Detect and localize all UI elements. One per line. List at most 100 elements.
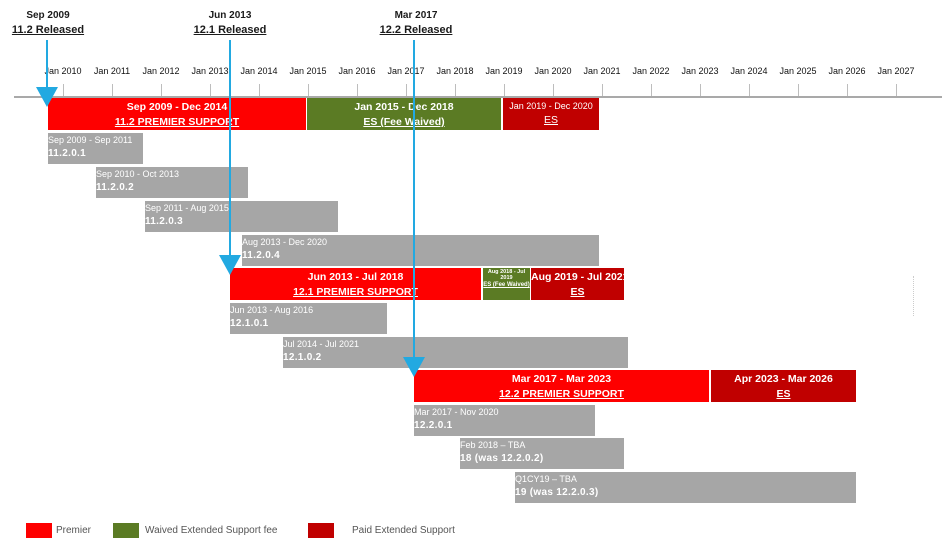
tick-line [749, 84, 750, 96]
bar-label: 19 (was 12.2.0.3) [515, 487, 599, 498]
bar-range: Jan 2019 - Dec 2020 [509, 101, 593, 111]
release-pointer-line [46, 40, 48, 88]
year-tick: Jan 2023 [681, 66, 719, 76]
tick-line [161, 84, 162, 96]
support-bar-12-1-premier: Jun 2013 - Jul 2018 12.1 PREMIER SUPPORT [230, 268, 481, 300]
timeline-axis [14, 96, 942, 98]
year-tick: Jan 2025 [779, 66, 817, 76]
support-bar-12-2-paid: Apr 2023 - Mar 2026 ES [711, 370, 856, 402]
bar-label: 18 (was 12.2.0.2) [460, 453, 544, 464]
tick-line [651, 84, 652, 96]
tick-line [63, 84, 64, 96]
bar-range: Mar 2017 - Nov 2020 [414, 407, 499, 417]
tick-line [210, 84, 211, 96]
support-bar-11-2-paid: Jan 2019 - Dec 2020 ES [503, 98, 599, 130]
bar-label: 11.2.0.1 [48, 148, 86, 159]
bar-range: Jun 2013 - Jul 2018 [307, 271, 404, 283]
tick-line [553, 84, 554, 96]
patchset-bar-11-2-0-1: Sep 2009 - Sep 2011 11.2.0.1 [48, 133, 143, 164]
year-tick: Jan 2014 [240, 66, 278, 76]
release-version: 12.2 Released [379, 24, 453, 36]
tick-line [896, 84, 897, 96]
legend-swatch [113, 523, 139, 538]
year-tick: Jan 2020 [534, 66, 572, 76]
legend-swatch [26, 523, 52, 538]
release-label-11-2: Sep 2009 11.2 Released [2, 10, 94, 36]
tick-line [798, 84, 799, 96]
bar-label: ES [776, 388, 791, 400]
bar-range: Aug 2018 - Jul 2019 [487, 269, 526, 281]
legend-label: Paid Extended Support [352, 525, 455, 536]
legend-label: Premier [56, 525, 92, 536]
patchset-bar-11-2-0-2: Sep 2010 - Oct 2013 11.2.0.2 [96, 167, 248, 198]
tick-line [504, 84, 505, 96]
tick-line [112, 84, 113, 96]
bar-label: ES (Fee Waived) [483, 282, 530, 288]
release-arrow-icon [219, 255, 241, 275]
bar-label: 12.1 PREMIER SUPPORT [293, 286, 418, 298]
release-pointer-line [229, 40, 231, 256]
tick-line [308, 84, 309, 96]
patchset-bar-12-2-0-1: Mar 2017 - Nov 2020 12.2.0.1 [414, 405, 595, 436]
bar-label: 11.2.0.2 [96, 182, 134, 193]
patchset-bar-12-1-0-2: Jul 2014 - Jul 2021 12.1.0.2 [283, 337, 628, 368]
year-tick: Jan 2022 [632, 66, 670, 76]
bar-range: Mar 2017 - Mar 2023 [511, 373, 612, 385]
year-tick: Jan 2019 [485, 66, 523, 76]
release-label-12-2: Mar 2017 12.2 Released [370, 10, 462, 36]
bar-range: Sep 2010 - Oct 2013 [96, 169, 180, 179]
bar-range: Aug 2013 - Dec 2020 [242, 237, 328, 247]
year-tick: Jan 2026 [828, 66, 866, 76]
bar-label: ES (Fee Waived) [363, 116, 445, 128]
support-bar-11-2-premier: Sep 2009 - Dec 2014 11.2 PREMIER SUPPORT [48, 98, 306, 130]
bar-range: Sep 2009 - Sep 2011 [48, 135, 133, 145]
legend-label: Waived Extended Support fee [145, 525, 278, 536]
year-tick: Jan 2021 [583, 66, 621, 76]
release-arrow-icon [403, 357, 425, 377]
release-date: Jun 2013 [208, 10, 252, 21]
legend-swatch [308, 523, 334, 538]
bar-range: Q1CY19 – TBA [515, 474, 577, 484]
bar-range: Sep 2009 - Dec 2014 [126, 101, 228, 113]
tick-line [847, 84, 848, 96]
bar-range: Sep 2011 - Aug 2015 [145, 203, 229, 213]
year-tick: Jan 2013 [191, 66, 229, 76]
divider [913, 276, 915, 316]
release-arrow-icon [36, 87, 58, 107]
year-tick: Jan 2012 [142, 66, 180, 76]
bar-label: 12.1.0.2 [283, 352, 322, 363]
patchset-bar-11-2-0-4: Aug 2013 - Dec 2020 11.2.0.4 [242, 235, 599, 266]
bar-label: 11.2 PREMIER SUPPORT [114, 116, 240, 128]
bar-range: Feb 2018 – TBA [460, 440, 526, 450]
bar-range: Apr 2023 - Mar 2026 [734, 373, 833, 385]
release-version: 12.1 Released [193, 24, 267, 36]
bar-range: Aug 2019 - Jul 2021 [531, 271, 624, 283]
release-pointer-line [413, 40, 415, 358]
bar-label: ES [543, 114, 558, 126]
bar-label: 12.2.0.1 [414, 420, 453, 431]
year-tick: Jan 2017 [387, 66, 425, 76]
tick-line [700, 84, 701, 96]
bar-range: Jan 2015 - Dec 2018 [354, 101, 454, 113]
year-tick: Jan 2015 [289, 66, 327, 76]
release-date: Sep 2009 [26, 10, 70, 21]
release-date: Mar 2017 [394, 10, 438, 21]
bar-range: Jul 2014 - Jul 2021 [283, 339, 360, 349]
year-tick: Jan 2010 [44, 66, 82, 76]
support-bar-12-1-paid: Aug 2019 - Jul 2021 ES [531, 268, 624, 300]
bar-label: 12.2 PREMIER SUPPORT [499, 388, 624, 400]
tick-line [357, 84, 358, 96]
patchset-bar-11-2-0-3: Sep 2011 - Aug 2015 11.2.0.3 [145, 201, 338, 232]
bar-label: 11.2.0.3 [145, 216, 183, 227]
patchset-bar-12-1-0-1: Jun 2013 - Aug 2016 12.1.0.1 [230, 303, 387, 334]
patchset-bar-19: Q1CY19 – TBA 19 (was 12.2.0.3) [515, 472, 856, 503]
release-version: 11.2 Released [11, 24, 85, 36]
year-tick: Jan 2024 [730, 66, 768, 76]
bar-label: 12.1.0.1 [230, 318, 269, 329]
year-tick: Jan 2011 [93, 66, 131, 76]
release-label-12-1: Jun 2013 12.1 Released [184, 10, 276, 36]
bar-label: 11.2.0.4 [242, 250, 280, 261]
patchset-bar-18: Feb 2018 – TBA 18 (was 12.2.0.2) [460, 438, 624, 469]
tick-line [406, 84, 407, 96]
bar-label: ES [570, 286, 585, 298]
